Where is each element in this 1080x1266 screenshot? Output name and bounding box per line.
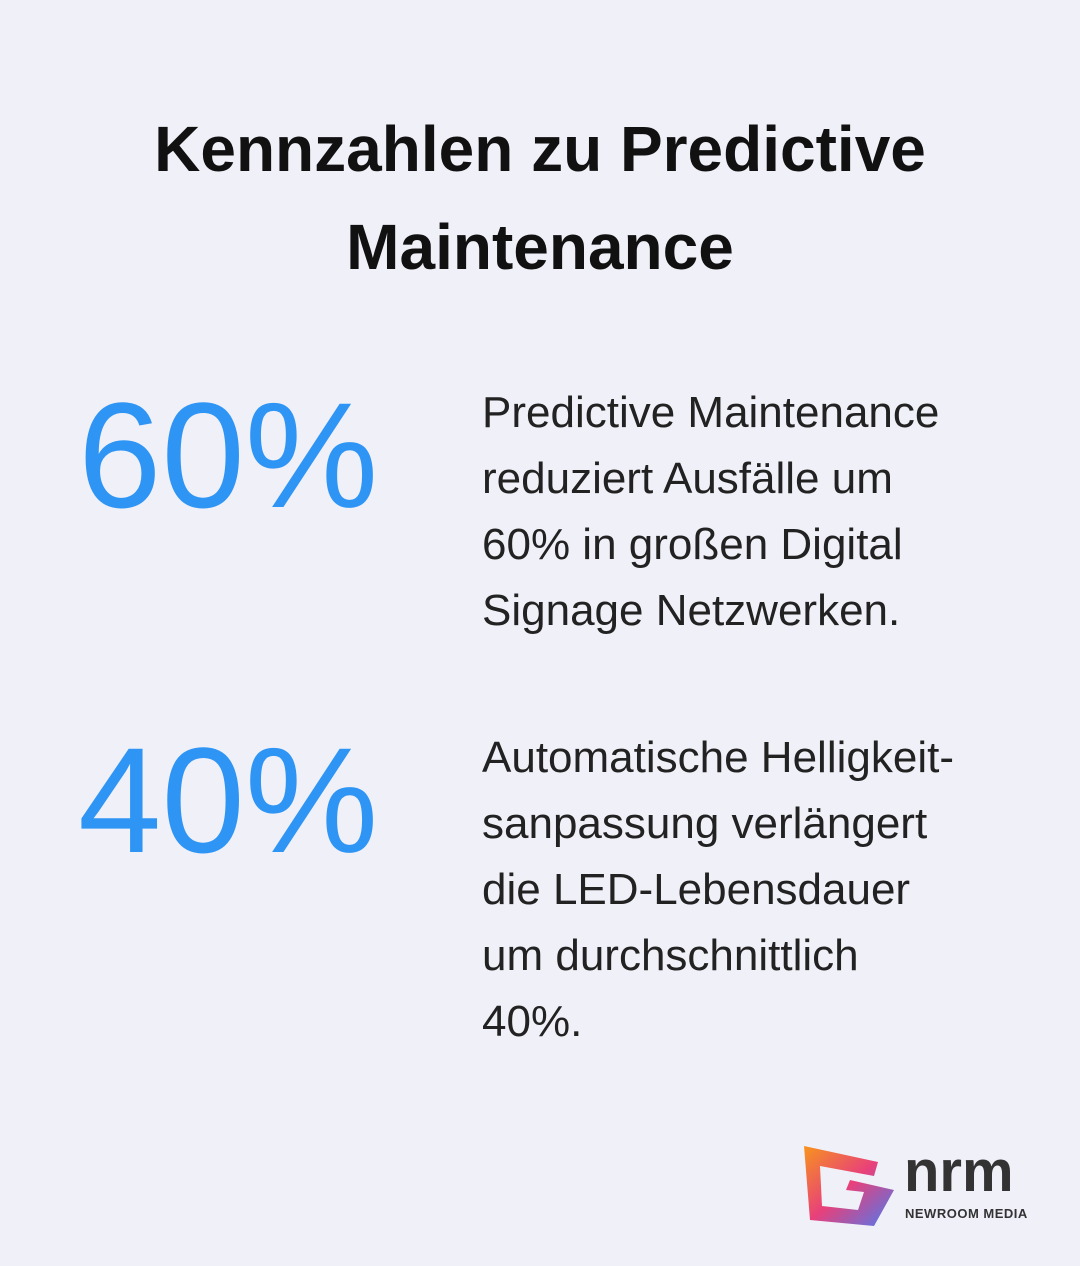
logo: nrm NEWROOM MEDIA: [800, 1140, 1050, 1230]
title-line: Maintenance: [346, 211, 734, 283]
description-line: Automatische Helligkeit-: [482, 733, 954, 782]
stat-description: Automatische Helligkeit-sanpassung verlä…: [482, 725, 954, 1055]
description-line: die LED-Lebensdauer: [482, 865, 911, 914]
description-line: sanpassung verlängert: [482, 799, 928, 848]
description-line: Predictive Maintenance: [482, 388, 940, 437]
description-line: 60% in großen Digital: [482, 520, 903, 569]
stat-description: Predictive Maintenance reduziert Ausfälle…: [482, 380, 939, 644]
stat-figure: 60%: [78, 371, 379, 539]
description-line: um durchschnittlich: [482, 931, 859, 980]
stat-figure: 40%: [78, 716, 379, 884]
description-line: reduziert Ausfälle um: [482, 454, 893, 503]
title-line: Kennzahlen zu Predictive: [154, 113, 926, 185]
logo-subtitle: NEWROOM MEDIA: [905, 1206, 1028, 1221]
description-line: 40%.: [482, 997, 583, 1046]
logo-icon: [804, 1146, 894, 1226]
description-line: Signage Netzwerken.: [482, 586, 901, 635]
title: Kennzahlen zu Predictive Maintenance: [0, 100, 1080, 296]
logo-name: nrm: [904, 1139, 1014, 1204]
